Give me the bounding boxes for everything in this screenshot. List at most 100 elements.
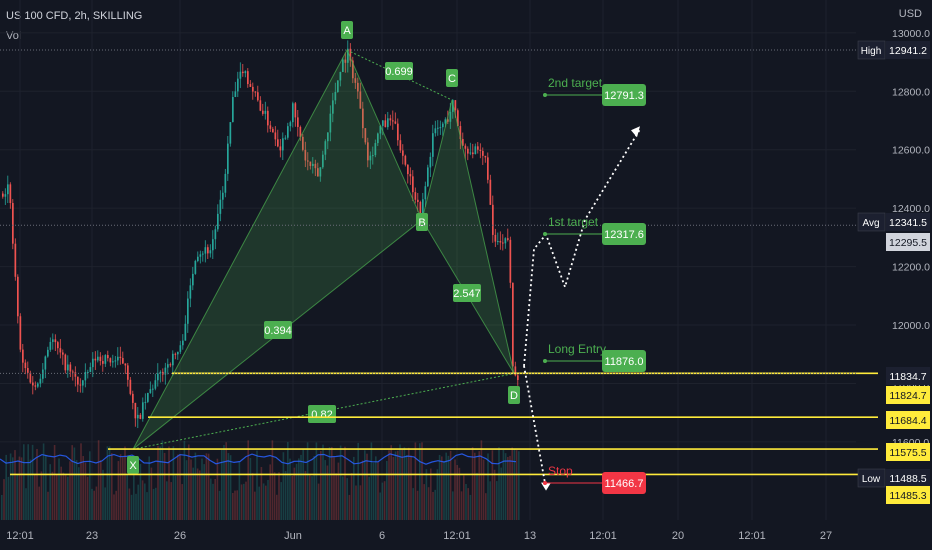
volume-bar [86, 476, 89, 520]
candle-body [144, 401, 147, 403]
volume-bar [111, 453, 113, 520]
volume-bar [181, 484, 183, 520]
candle-body [422, 199, 424, 221]
volume-bar [183, 440, 186, 520]
volume-bar [262, 483, 265, 520]
candle-body [512, 282, 514, 367]
volume-bar [91, 488, 93, 520]
candle-body [224, 173, 227, 193]
candle-body [172, 353, 174, 366]
candle-body [307, 160, 309, 162]
volume-bar [106, 446, 109, 520]
candle-body [359, 91, 362, 109]
candle-body [184, 323, 187, 341]
volume-bar [144, 483, 146, 520]
candle-body [27, 368, 29, 373]
candle-body [492, 204, 494, 235]
volume-bar [227, 453, 230, 520]
volume-bar [53, 445, 56, 520]
volume-bar [515, 450, 518, 520]
volume-bar [445, 452, 447, 520]
volume-bar [150, 467, 153, 520]
candle-body [49, 341, 52, 350]
volume-bar [421, 442, 423, 520]
stop-arrowhead [541, 482, 551, 491]
volume-bar [75, 460, 78, 520]
candle-body [279, 146, 282, 151]
volume-bar [212, 483, 214, 520]
volume-bar [425, 469, 428, 520]
volume-bar [474, 452, 476, 520]
candle-body [94, 358, 97, 361]
candle-body [129, 379, 132, 394]
volume-bar [289, 458, 291, 520]
volume-bar [47, 491, 49, 520]
volume-bar [502, 449, 505, 520]
volume-bar [243, 483, 245, 520]
candle-body [399, 140, 402, 151]
volume-bar [403, 447, 406, 520]
candle-body [192, 273, 194, 286]
volume-bar [511, 447, 513, 520]
candle-body [44, 356, 47, 370]
candle-body [457, 110, 459, 127]
volume-bar [161, 440, 164, 520]
x-tick-label: 13 [524, 530, 536, 542]
candle-body [89, 367, 92, 372]
volume-bar [454, 459, 456, 520]
volume-bar [3, 479, 5, 520]
candle-body [447, 119, 449, 122]
candle-body [289, 122, 292, 127]
candle-body [99, 356, 102, 362]
volume-bar [124, 446, 126, 520]
pattern-point-c: C [448, 73, 456, 85]
volume-bar [333, 457, 335, 520]
badge-value-box [886, 367, 930, 385]
candle-body [384, 120, 387, 128]
volume-bar [82, 456, 84, 520]
candle-body [34, 385, 37, 387]
candle-body [449, 111, 452, 122]
candle-body [147, 392, 149, 402]
candle-body [334, 92, 337, 101]
volume-bar [463, 475, 465, 520]
ratio-label: 2.547 [453, 288, 481, 300]
badge-value: 11485.3 [889, 490, 926, 502]
candle-body [327, 132, 329, 142]
volume-bar [500, 467, 502, 520]
volume-bar [339, 445, 342, 520]
ratio-box [453, 284, 481, 302]
candle-body [304, 149, 307, 161]
horizontal-levels [0, 49, 878, 476]
volume-bar [353, 456, 355, 520]
candle-body [189, 285, 192, 299]
volume-bar [194, 452, 197, 520]
volume-bar [45, 454, 47, 520]
pattern-point-box [446, 69, 458, 87]
candle-body [244, 71, 247, 74]
volume-bar [238, 461, 241, 520]
candle-body [234, 91, 237, 97]
volume-bar [302, 448, 304, 520]
volume-bar [168, 446, 170, 520]
candle-body [72, 371, 74, 373]
candle-body [309, 161, 312, 167]
badge-value-box [886, 486, 930, 504]
volume-bar [293, 467, 296, 520]
candle-body [509, 239, 512, 283]
volume-bar [478, 451, 480, 520]
volume-bar [465, 483, 467, 520]
volume-bar [518, 451, 520, 520]
volume-bar [386, 460, 388, 520]
volume-bar [348, 494, 351, 520]
y-tick-label: 13000.0 [892, 28, 930, 40]
candle-body [367, 142, 369, 161]
candle-body [374, 143, 377, 156]
x-tick-label: 20 [672, 530, 684, 542]
volume-bar [291, 475, 293, 520]
candle-body [114, 360, 117, 362]
volume-bar [38, 486, 40, 520]
volume-bar [324, 460, 326, 520]
badge-value-box [886, 41, 930, 59]
